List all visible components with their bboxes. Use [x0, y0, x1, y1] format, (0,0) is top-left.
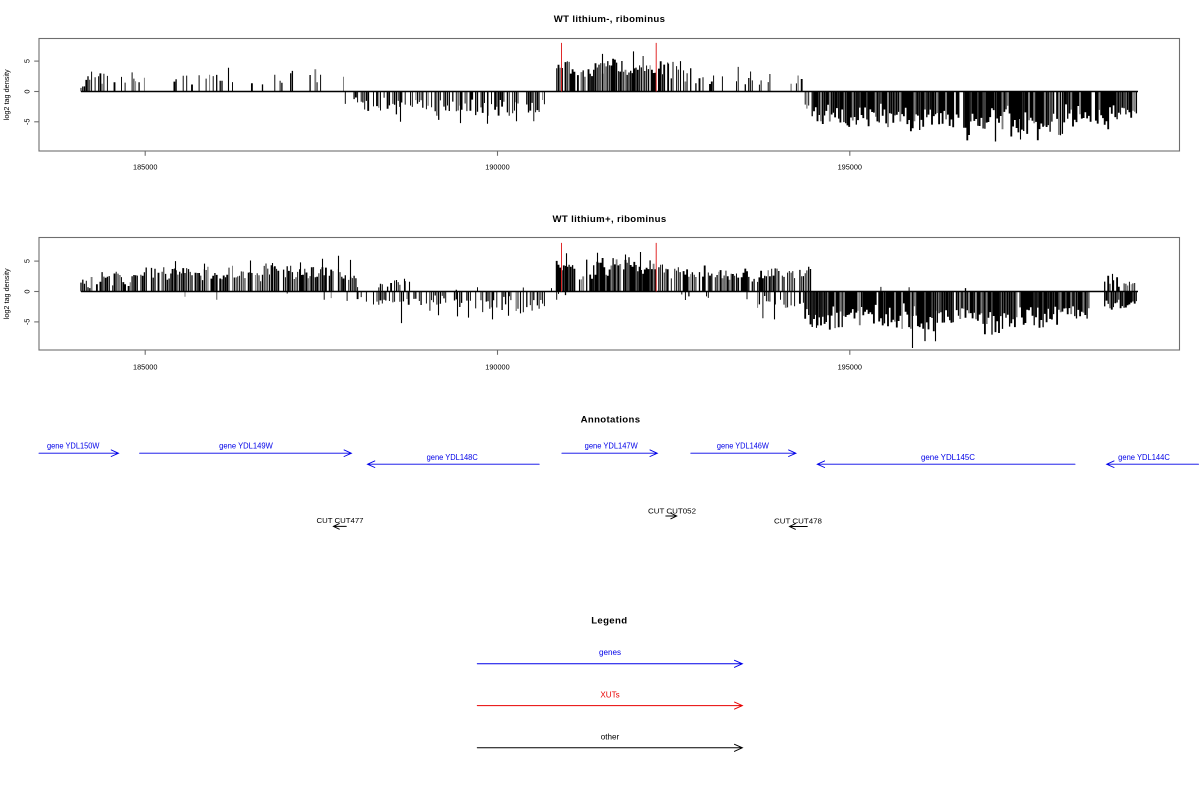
svg-text:CUT CUT478: CUT CUT478 — [774, 516, 822, 525]
svg-text:CUT CUT052: CUT CUT052 — [648, 506, 696, 515]
svg-text:190000: 190000 — [485, 163, 509, 172]
svg-text:XUTs: XUTs — [600, 690, 619, 699]
svg-text:195000: 195000 — [838, 363, 862, 372]
svg-text:gene YDL150W: gene YDL150W — [47, 441, 100, 450]
svg-text:-5: -5 — [23, 119, 32, 126]
svg-text:CUT CUT477: CUT CUT477 — [317, 516, 364, 525]
svg-text:gene YDL149W: gene YDL149W — [219, 441, 273, 450]
svg-text:gene YDL146W: gene YDL146W — [717, 441, 769, 450]
svg-text:gene YDL147W: gene YDL147W — [585, 441, 638, 450]
svg-text:185000: 185000 — [133, 163, 157, 172]
svg-text:190000: 190000 — [485, 363, 509, 372]
svg-text:185000: 185000 — [133, 363, 157, 372]
svg-text:0: 0 — [23, 289, 32, 293]
svg-text:gene YDL148C: gene YDL148C — [427, 453, 478, 462]
svg-text:Legend: Legend — [591, 615, 627, 626]
svg-text:gene YDL145C: gene YDL145C — [921, 453, 975, 462]
svg-text:-5: -5 — [23, 319, 32, 326]
svg-text:5: 5 — [23, 59, 32, 63]
svg-text:195000: 195000 — [838, 163, 862, 172]
svg-text:log2 tag density: log2 tag density — [2, 69, 11, 120]
svg-text:WT lithium-, ribominus: WT lithium-, ribominus — [554, 14, 666, 25]
svg-text:gene YDL144C: gene YDL144C — [1118, 453, 1170, 462]
svg-text:WT lithium+, ribominus: WT lithium+, ribominus — [552, 214, 666, 225]
svg-text:5: 5 — [23, 259, 32, 263]
svg-text:0: 0 — [23, 89, 32, 93]
svg-text:Annotations: Annotations — [581, 414, 641, 425]
svg-text:other: other — [601, 732, 620, 741]
svg-text:genes: genes — [599, 648, 621, 657]
svg-text:log2 tag density: log2 tag density — [2, 268, 11, 319]
